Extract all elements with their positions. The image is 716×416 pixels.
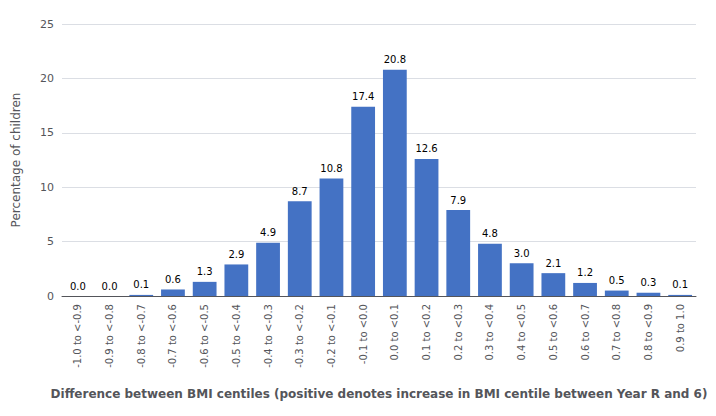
- svg-text:0.1: 0.1: [672, 279, 688, 290]
- svg-text:0.6 to <0.7: 0.6 to <0.7: [580, 304, 591, 361]
- svg-text:-0.7 to <-0.6: -0.7 to <-0.6: [167, 304, 178, 368]
- svg-text:0.8 to <0.9: 0.8 to <0.9: [643, 304, 654, 361]
- svg-text:-0.1 to <0.0: -0.1 to <0.0: [358, 304, 369, 364]
- svg-text:0: 0: [47, 290, 54, 303]
- svg-text:0.3: 0.3: [640, 277, 656, 288]
- svg-text:4.9: 4.9: [260, 227, 276, 238]
- svg-text:20.8: 20.8: [384, 54, 406, 65]
- svg-text:0.1 to <0.2: 0.1 to <0.2: [421, 304, 432, 361]
- svg-text:10: 10: [40, 181, 54, 194]
- svg-text:2.9: 2.9: [228, 249, 244, 260]
- svg-text:5: 5: [47, 235, 54, 248]
- svg-text:4.8: 4.8: [482, 228, 498, 239]
- svg-text:0.5 to <0.6: 0.5 to <0.6: [548, 304, 559, 361]
- svg-text:20: 20: [40, 72, 54, 85]
- svg-text:0.0 to <0.1: 0.0 to <0.1: [389, 304, 400, 361]
- svg-text:25: 25: [40, 18, 54, 31]
- svg-text:-0.9 to <-0.8: -0.9 to <-0.8: [104, 304, 115, 368]
- svg-text:3.0: 3.0: [514, 248, 530, 259]
- svg-text:0.3 to <0.4: 0.3 to <0.4: [484, 304, 495, 361]
- svg-text:-0.8 to <-0.7: -0.8 to <-0.7: [136, 304, 147, 368]
- svg-text:0.7 to <0.8: 0.7 to <0.8: [611, 304, 622, 361]
- svg-text:7.9: 7.9: [450, 195, 466, 206]
- svg-text:Difference between BMI centile: Difference between BMI centiles (positiv…: [51, 387, 708, 401]
- svg-text:8.7: 8.7: [292, 186, 308, 197]
- svg-text:-0.4 to <-0.3: -0.4 to <-0.3: [263, 304, 274, 368]
- svg-text:15: 15: [40, 126, 54, 139]
- svg-text:Percentage of children: Percentage of children: [9, 93, 23, 228]
- svg-text:0.9 to 1.0: 0.9 to 1.0: [675, 304, 686, 352]
- svg-text:0.5: 0.5: [609, 275, 625, 286]
- svg-text:0.0: 0.0: [70, 281, 86, 292]
- svg-text:2.1: 2.1: [545, 258, 561, 269]
- svg-text:17.4: 17.4: [352, 91, 374, 102]
- svg-text:0.4 to <0.5: 0.4 to <0.5: [516, 304, 527, 361]
- svg-text:-0.6 to <-0.5: -0.6 to <-0.5: [199, 304, 210, 368]
- svg-text:-0.5 to <-0.4: -0.5 to <-0.4: [231, 304, 242, 368]
- svg-text:0.2 to <0.3: 0.2 to <0.3: [453, 304, 464, 361]
- svg-text:0.0: 0.0: [102, 281, 118, 292]
- svg-text:10.8: 10.8: [320, 163, 342, 174]
- svg-text:0.1: 0.1: [133, 279, 149, 290]
- svg-text:-0.2 to <-0.1: -0.2 to <-0.1: [326, 304, 337, 368]
- svg-text:0.6: 0.6: [165, 274, 181, 285]
- svg-text:-1.0 to <-0.9: -1.0 to <-0.9: [72, 304, 83, 368]
- svg-text:1.3: 1.3: [197, 266, 213, 277]
- svg-text:12.6: 12.6: [415, 143, 437, 154]
- svg-text:1.2: 1.2: [577, 267, 593, 278]
- svg-text:-0.3 to <-0.2: -0.3 to <-0.2: [294, 304, 305, 368]
